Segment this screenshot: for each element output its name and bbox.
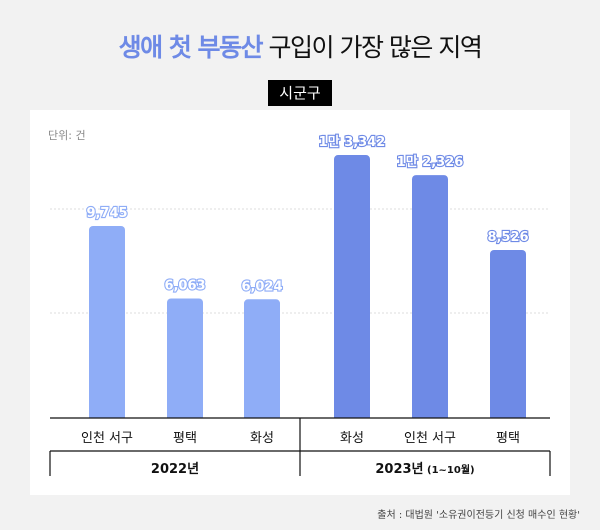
title-rest: 구입이 가장 많은 지역 bbox=[262, 33, 483, 62]
category-label: 인천 서구 bbox=[81, 431, 133, 446]
bar bbox=[244, 299, 280, 422]
group-label: 2023년 (1~10월) bbox=[375, 462, 474, 477]
data-label: 1만 3,342 bbox=[319, 134, 386, 150]
chart-title: 생애 첫 부동산 구입이 가장 많은 지역 bbox=[0, 28, 600, 64]
bar bbox=[167, 298, 203, 422]
category-label: 화성 bbox=[250, 431, 274, 446]
category-label: 화성 bbox=[340, 431, 364, 446]
data-label: 1만 2,326 bbox=[397, 154, 464, 170]
bar bbox=[89, 225, 125, 422]
category-label: 평택 bbox=[496, 431, 520, 446]
title-highlight: 생애 첫 부동산 bbox=[118, 33, 264, 62]
bar bbox=[334, 155, 370, 422]
data-label: 6,024 bbox=[241, 279, 282, 294]
category-label: 인천 서구 bbox=[404, 431, 456, 446]
bar bbox=[490, 249, 526, 422]
region-badge: 시군구 bbox=[268, 80, 332, 106]
category-label: 평택 bbox=[173, 431, 197, 446]
group-label: 2022년 bbox=[151, 462, 199, 477]
data-label: 8,526 bbox=[487, 230, 528, 245]
data-label: 6,063 bbox=[164, 279, 205, 294]
data-label: 9,745 bbox=[86, 206, 127, 221]
unit-label: 단위: 건 bbox=[48, 129, 86, 142]
source-note: 출처 : 대법원 '소유권이전등기 신청 매수인 현황' bbox=[377, 510, 580, 521]
bar bbox=[412, 175, 448, 422]
